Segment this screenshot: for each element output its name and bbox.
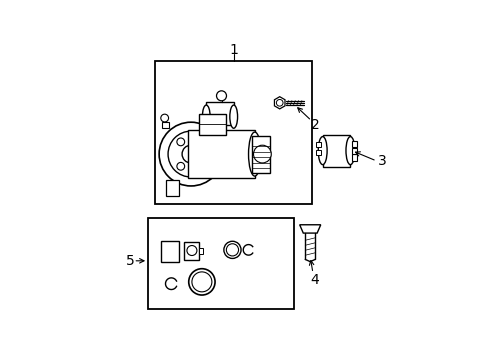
Bar: [198, 248, 203, 254]
Text: 5: 5: [125, 254, 134, 268]
Bar: [351, 141, 357, 147]
Ellipse shape: [318, 136, 326, 165]
Bar: [322, 135, 350, 167]
Ellipse shape: [188, 269, 215, 295]
Ellipse shape: [224, 241, 241, 258]
Bar: [351, 154, 357, 161]
Circle shape: [253, 145, 271, 163]
Polygon shape: [274, 97, 285, 109]
Bar: [315, 143, 320, 148]
Circle shape: [159, 122, 223, 186]
Bar: [315, 150, 320, 156]
Circle shape: [177, 162, 184, 170]
Ellipse shape: [346, 136, 354, 165]
Ellipse shape: [229, 105, 237, 128]
Circle shape: [276, 99, 283, 106]
Ellipse shape: [226, 244, 238, 256]
Circle shape: [186, 246, 197, 256]
Bar: [155, 61, 311, 204]
Text: 1: 1: [229, 43, 238, 57]
Circle shape: [197, 138, 205, 146]
Bar: [251, 136, 269, 172]
Bar: [188, 130, 254, 178]
Circle shape: [197, 162, 205, 170]
Bar: [206, 102, 233, 125]
Circle shape: [168, 131, 214, 177]
Bar: [162, 122, 168, 128]
Ellipse shape: [248, 132, 261, 176]
Text: 3: 3: [377, 154, 386, 168]
Circle shape: [216, 91, 226, 101]
Text: 2: 2: [311, 118, 320, 132]
Bar: [166, 180, 178, 196]
Text: 4: 4: [309, 273, 318, 287]
Ellipse shape: [202, 105, 210, 128]
Polygon shape: [299, 225, 320, 233]
Bar: [148, 218, 293, 309]
Bar: [199, 114, 225, 135]
Circle shape: [161, 114, 168, 122]
Circle shape: [177, 138, 184, 146]
Circle shape: [182, 145, 200, 163]
Bar: [183, 242, 198, 260]
Bar: [160, 241, 178, 262]
Ellipse shape: [191, 272, 211, 292]
Bar: [351, 148, 357, 154]
